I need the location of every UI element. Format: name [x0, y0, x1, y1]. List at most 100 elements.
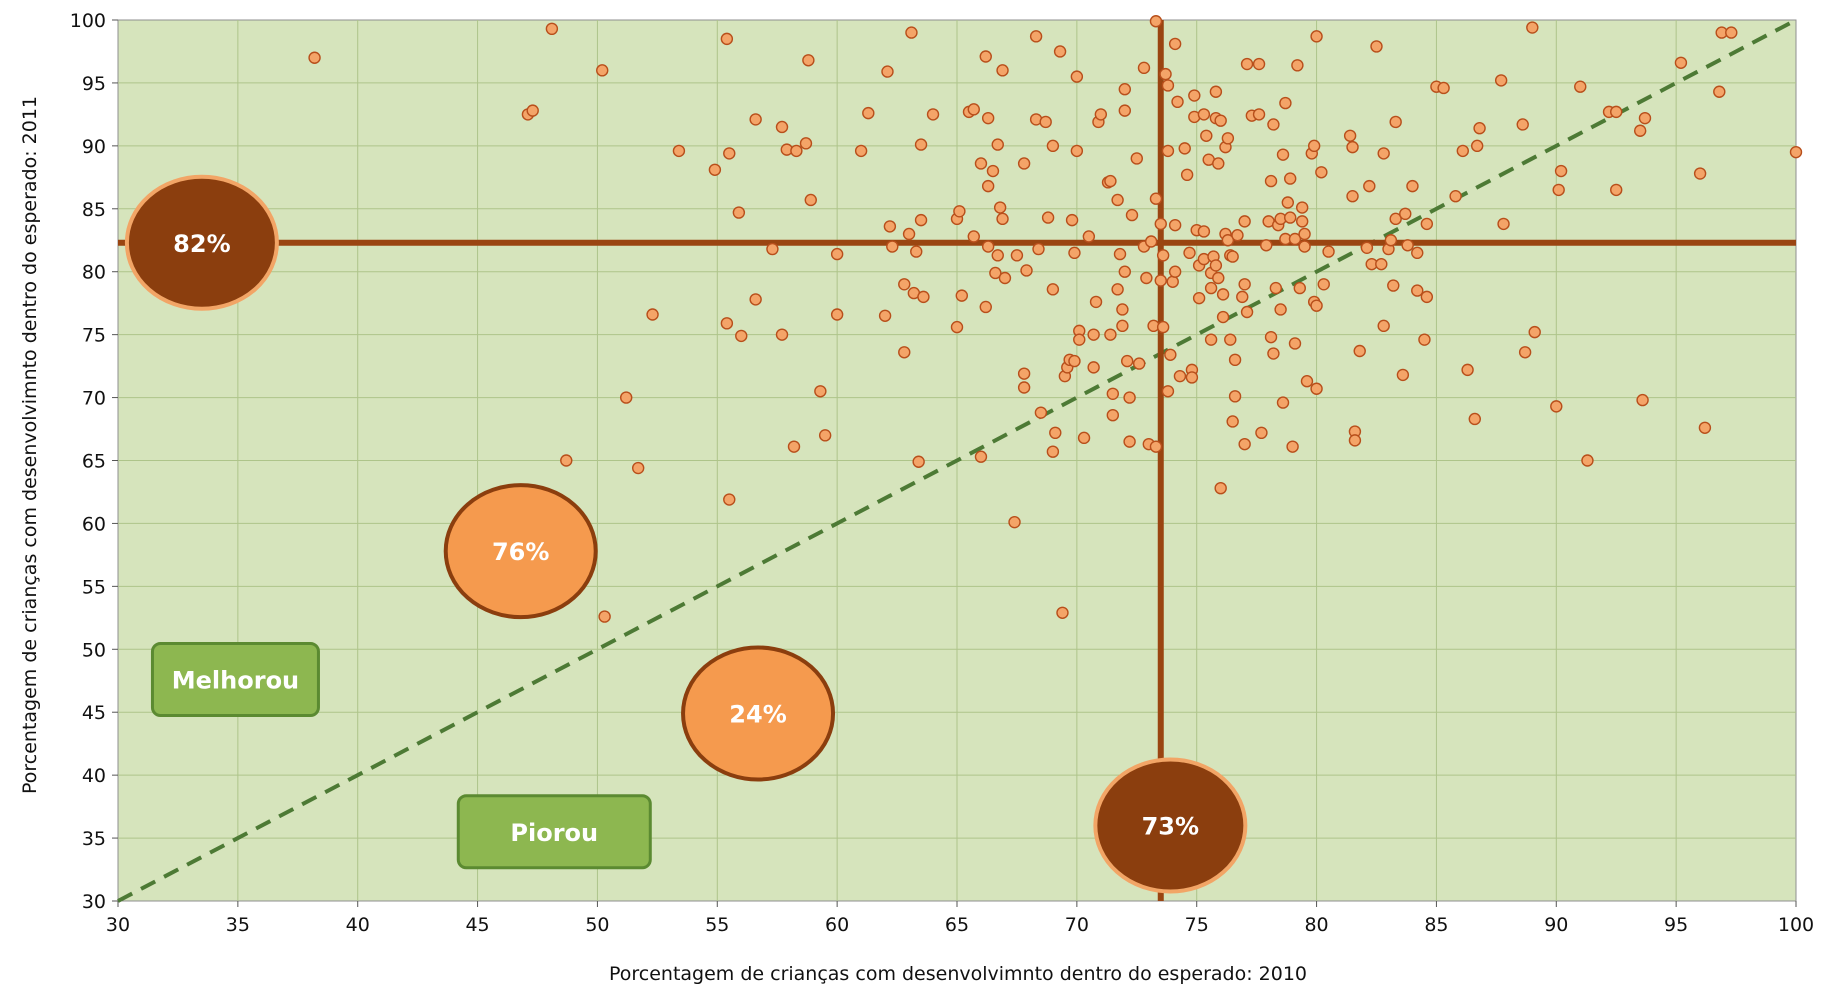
data-point	[1310, 382, 1323, 395]
data-point	[1149, 192, 1163, 205]
data-point	[1411, 246, 1424, 260]
percentage-bubble-label: 24%	[729, 700, 786, 728]
data-point	[799, 137, 813, 150]
data-point	[1168, 218, 1182, 232]
data-point	[1377, 319, 1390, 333]
data-point	[979, 300, 992, 314]
data-point	[950, 320, 964, 334]
data-point	[996, 212, 1009, 226]
x-tick-label: 60	[825, 914, 849, 936]
data-point	[898, 346, 911, 359]
data-point	[981, 111, 995, 125]
percentage-bubble-label: 76%	[492, 538, 549, 566]
data-point	[1725, 26, 1738, 39]
data-point	[1315, 166, 1328, 179]
data-point	[1238, 215, 1251, 228]
data-point	[1156, 249, 1170, 262]
data-point	[1068, 246, 1081, 260]
data-point	[526, 104, 539, 117]
y-tick-label: 35	[82, 828, 106, 850]
data-point	[1226, 415, 1239, 428]
data-point	[1197, 108, 1211, 121]
data-point	[1154, 217, 1167, 231]
data-point	[1034, 406, 1048, 419]
data-point	[1281, 196, 1295, 209]
data-point	[1118, 104, 1132, 117]
data-point	[862, 106, 875, 120]
data-point	[967, 103, 980, 116]
data-point	[1370, 40, 1383, 53]
x-axis-label: Porcentagem de crianças com desenvolvimn…	[609, 963, 1307, 985]
data-point	[1346, 140, 1359, 154]
data-point	[1216, 310, 1230, 324]
percentage-bubble-label: 82%	[173, 230, 230, 258]
data-point	[1032, 242, 1045, 256]
data-point	[1056, 606, 1069, 619]
x-tick-label: 80	[1304, 914, 1328, 936]
data-point	[1140, 271, 1153, 285]
data-point	[775, 120, 789, 134]
data-point	[1284, 172, 1297, 185]
legend-boxes: Melhorou Piorou	[150, 641, 652, 870]
data-point	[1214, 114, 1227, 127]
data-point	[979, 50, 992, 63]
data-point	[1638, 111, 1652, 125]
data-point	[1087, 361, 1100, 374]
data-point	[1267, 118, 1280, 131]
data-point	[1070, 70, 1084, 83]
data-point	[1693, 167, 1707, 180]
data-point	[1041, 211, 1055, 224]
data-point	[1197, 225, 1211, 238]
percentage-bubble	[443, 483, 598, 620]
data-point	[955, 289, 968, 302]
data-point	[1264, 174, 1278, 188]
data-point	[1274, 303, 1287, 316]
data-point	[1017, 381, 1031, 394]
data-point	[1353, 344, 1366, 358]
data-point	[1387, 279, 1400, 292]
data-point	[1118, 83, 1132, 96]
data-point	[1346, 189, 1359, 203]
data-point	[1132, 357, 1146, 370]
data-point	[1212, 157, 1225, 170]
annotation-label: Melhorou	[172, 666, 299, 694]
data-point	[1317, 278, 1330, 291]
data-point	[1288, 337, 1302, 350]
data-point	[1713, 85, 1726, 98]
data-point	[1264, 330, 1278, 344]
data-point	[1113, 247, 1127, 261]
data-point	[953, 205, 966, 218]
data-point	[723, 147, 736, 160]
data-point	[720, 317, 734, 330]
data-point	[1049, 426, 1062, 440]
data-point	[1420, 290, 1434, 304]
data-point	[1216, 288, 1230, 301]
data-point	[1164, 348, 1177, 361]
data-point	[1293, 281, 1306, 295]
data-point	[1276, 396, 1290, 409]
data-point	[1789, 145, 1803, 159]
data-point	[926, 108, 940, 121]
data-point	[1185, 371, 1199, 384]
data-point	[1461, 363, 1474, 377]
x-tick-label: 50	[585, 914, 609, 936]
data-point	[1389, 212, 1402, 226]
data-point	[1518, 346, 1532, 359]
data-point	[1070, 144, 1084, 158]
data-point	[735, 329, 748, 343]
data-point	[1610, 183, 1623, 197]
data-point	[1307, 139, 1321, 153]
axis-ticks: 30 35 40 45 50 55 60 65 70 75 80 85 90 95 100 30 35 40 45 5…	[70, 10, 1814, 936]
data-point	[1144, 235, 1158, 248]
data-point	[1473, 122, 1486, 135]
data-point	[991, 249, 1004, 262]
y-tick-label: 85	[82, 199, 106, 221]
data-point	[672, 144, 686, 158]
percentage-bubble	[681, 645, 836, 782]
x-tick-label: 85	[1424, 914, 1448, 936]
y-tick-label: 55	[82, 576, 106, 598]
data-point	[1065, 213, 1079, 227]
data-point	[1168, 265, 1182, 278]
data-point	[1255, 426, 1268, 440]
